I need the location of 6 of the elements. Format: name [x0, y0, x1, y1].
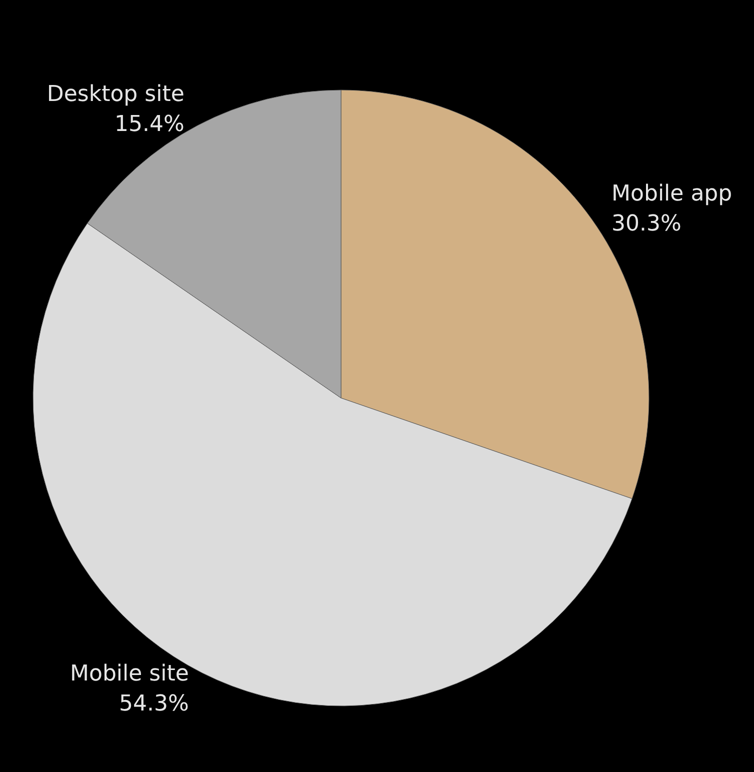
slice-label: Mobile app: [612, 181, 732, 206]
data-label: 15.4%: [114, 112, 184, 137]
slice-label: Mobile site: [70, 661, 189, 686]
data-label: 30.3%: [612, 211, 682, 236]
slice-label: Desktop site: [46, 82, 184, 107]
data-label: 54.3%: [119, 691, 189, 716]
